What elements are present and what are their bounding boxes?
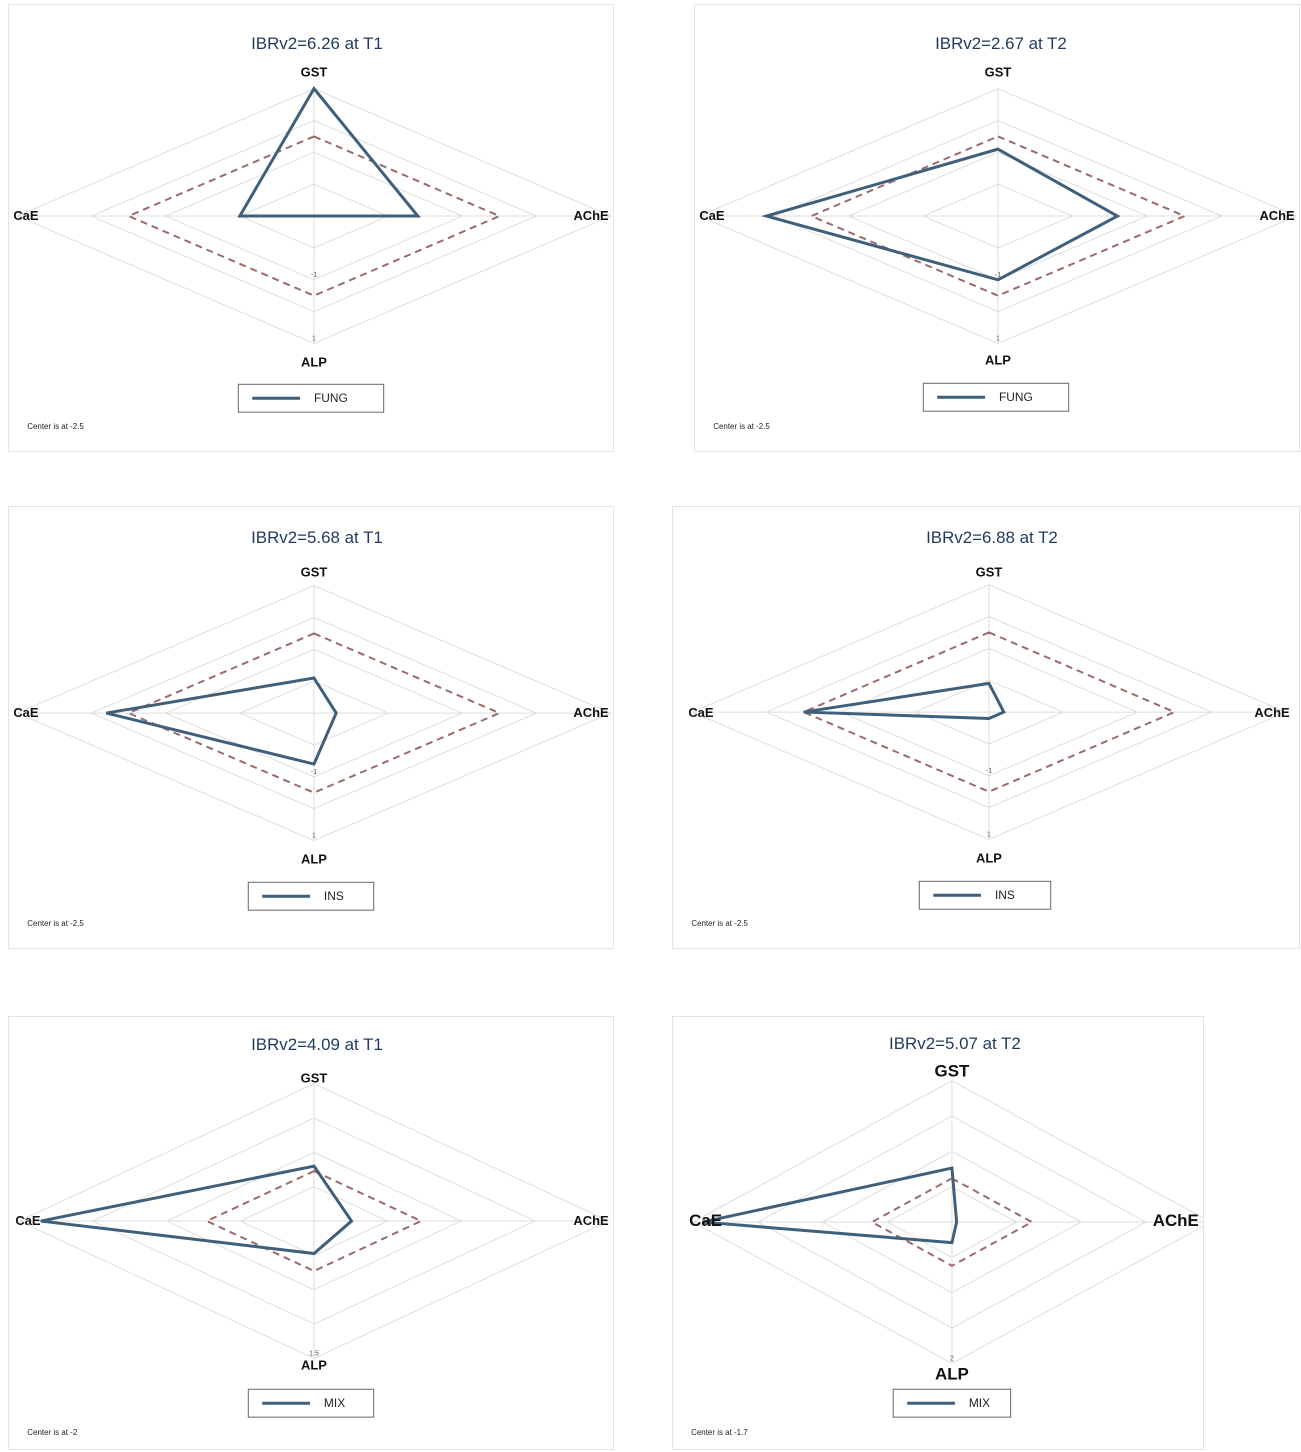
chart-title: IBRv2=6.26 at T1 [251,34,383,53]
chart-title: IBRv2=5.07 at T2 [889,1034,1021,1053]
series-polygon-mix [702,1166,959,1245]
tick-label: 1 [996,335,1000,342]
series-polygon-mix [40,1164,354,1256]
tick-label: -1 [995,272,1001,279]
reference-polygon [801,631,1177,793]
center-note: Center is at -2.5 [691,919,748,928]
axis-label-ache: AChE [573,208,609,223]
axis-label-alp: ALP [301,851,327,866]
chart-title: IBRv2=2.67 at T2 [935,34,1067,53]
tick-label: -1 [311,769,317,776]
axis-label-alp: ALP [935,1364,969,1383]
tick-label: -1 [311,272,317,279]
radar-chart-2: -1 1 IBRv2=2.67 at T2 GST AChE ALP CaE FUNG Cent… [698,34,1298,431]
axis-label-gst: GST [301,1071,328,1086]
axis-label-ache: AChE [573,705,609,720]
series-polygon-ins [105,676,338,766]
grid-ring-4 [691,584,1287,841]
axis-label-alp: ALP [301,354,327,369]
legend-label: MIX [969,1396,990,1410]
center-note: Center is at -1.7 [691,1428,748,1437]
reference-polygon [126,632,502,794]
axis-label-alp: ALP [301,1357,327,1372]
legend-label: FUNG [314,391,348,405]
axis-label-gst: GST [301,565,328,580]
radar-panel-5: 1.5 IBRv2=4.09 at T1 GST AChE ALP CaE MIX Cente… [8,1016,614,1450]
radar-chart-4: -1 1 IBRv2=6.88 at T2 GST AChE ALP CaE INS Cente… [688,528,1290,928]
radar-chart-5: 1.5 IBRv2=4.09 at T1 GST AChE ALP CaE MIX Cente… [15,1035,610,1437]
axis-label-gst: GST [985,65,1012,80]
radar-chart-3: -1 1 IBRv2=5.68 at T1 GST AChE ALP CaE INS Cente… [13,528,612,928]
axis-label-ache: AChE [1153,1211,1199,1230]
tick-label: -1 [986,768,992,775]
reference-polygon [126,135,502,297]
axis-label-ache: AChE [573,1213,609,1228]
axis-label-gst: GST [976,565,1003,580]
chart-title: IBRv2=5.68 at T1 [251,528,383,547]
axis-label-ache: AChE [1259,208,1295,223]
tick-label: 1 [987,832,991,839]
radar-panel-2: -1 1 IBRv2=2.67 at T2 GST AChE ALP CaE FUNG Cent… [694,4,1300,452]
center-note: Center is at -2 [27,1428,78,1437]
axis-label-alp: ALP [976,850,1002,865]
legend-label: MIX [324,1396,345,1410]
tick-label: 1 [312,335,316,342]
axis-label-gst: GST [935,1062,970,1081]
tick-label: 1.5 [309,1350,319,1357]
center-note: Center is at -2.5 [713,422,770,431]
legend-label: INS [995,888,1015,902]
series-polygon-ins [803,681,1006,720]
axis-label-alp: ALP [985,352,1011,367]
series-polygon-fung [761,147,1121,282]
axis-label-cae: CaE [699,208,725,223]
axis-label-ache: AChE [1254,705,1290,720]
radar-panel-3: -1 1 IBRv2=5.68 at T1 GST AChE ALP CaE INS Cente… [8,506,614,949]
chart-title: IBRv2=6.88 at T2 [926,528,1058,547]
center-note: Center is at -2.5 [27,919,84,928]
radar-panel-4: -1 1 IBRv2=6.88 at T2 GST AChE ALP CaE INS Cente… [672,506,1300,949]
axis-label-cae: CaE [13,705,39,720]
axis-label-cae: CaE [688,705,714,720]
center-note: Center is at -2.5 [27,422,84,431]
grid-ring-4 [16,585,612,842]
radar-panel-1: -1 1 IBRv2=6.26 at T1 GST AChE ALP CaE FUNG Cent… [8,4,614,452]
legend-label: INS [324,889,344,903]
axis-label-cae: CaE [15,1213,41,1228]
radar-panel-6: 2 IBRv2=5.07 at T2 GST AChE ALP CaE MIX Center … [672,1016,1204,1450]
legend-label: FUNG [999,390,1033,404]
axis-label-cae: CaE [13,208,39,223]
tick-label: 2 [950,1355,954,1362]
tick-label: 1 [312,833,316,840]
reference-polygon [808,135,1188,297]
series-polygon-fung [237,86,421,218]
chart-title: IBRv2=4.09 at T1 [251,1035,383,1054]
axis-label-cae: CaE [689,1211,722,1230]
radar-chart-6: 2 IBRv2=5.07 at T2 GST AChE ALP CaE MIX Center … [689,1034,1203,1437]
grid-ring-4 [692,1080,1203,1364]
radar-chart-1: -1 1 IBRv2=6.26 at T1 GST AChE ALP CaE FUNG Cent… [13,34,612,431]
axis-label-gst: GST [301,65,328,80]
reference-polygon [869,1177,1035,1267]
